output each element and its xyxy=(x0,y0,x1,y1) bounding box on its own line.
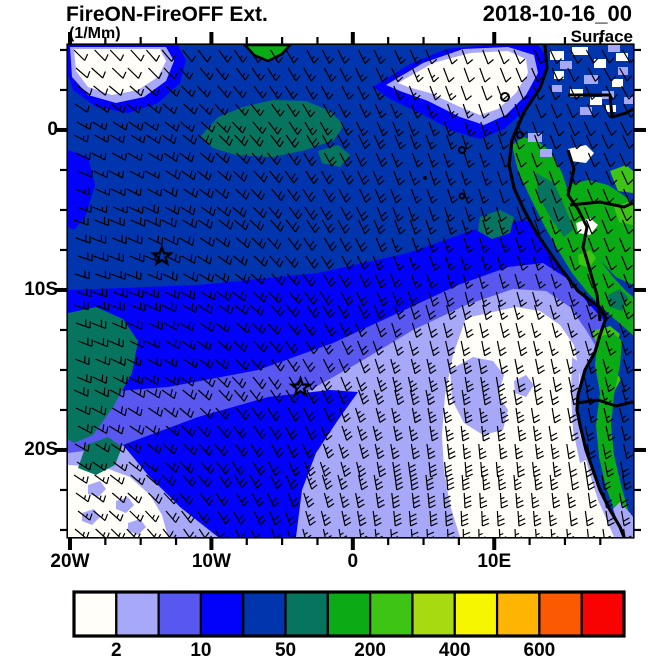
colorbar-tick-label-400: 400 xyxy=(438,640,471,661)
plot-level-label: Surface xyxy=(570,27,633,46)
y-tick-label-10S: 10S xyxy=(24,278,58,300)
region-white-patch-northwest xyxy=(74,49,166,95)
contour-ring xyxy=(458,192,466,200)
speckle-periwinkle xyxy=(584,75,598,84)
region-land-bright-green-spots xyxy=(578,165,633,392)
speckle-periwinkle xyxy=(552,85,562,92)
colorbar-cell-red xyxy=(580,590,626,638)
colorbar-cell-green xyxy=(326,590,372,638)
colorbar-cell-periwinkle xyxy=(115,590,160,638)
y-tick-label-20S: 20S xyxy=(24,438,58,460)
speckle-periwinkle xyxy=(560,61,572,69)
region-periwinkle-speckles-sw xyxy=(82,481,146,535)
region-teal-north-center xyxy=(200,100,350,167)
speckle-white xyxy=(616,53,628,61)
colorbar-cell-orange xyxy=(495,590,541,638)
speckle-periwinkle xyxy=(580,107,592,115)
speckle-periwinkle xyxy=(540,149,552,157)
speckle-white xyxy=(594,59,606,68)
x-tick-label-10W: 10W xyxy=(191,551,231,572)
colorbar-cell-midgreen xyxy=(369,590,414,638)
map-clipped-group xyxy=(68,45,633,537)
coastline xyxy=(507,45,626,537)
colorbar-cell-violet xyxy=(157,590,203,638)
speckle-periwinkle xyxy=(624,97,633,104)
colorbar-tick-label-50: 50 xyxy=(274,640,297,661)
colorbar-frame xyxy=(72,590,626,638)
plot-units-label: (1/Mm) xyxy=(69,25,121,42)
x-tick-label-20W: 20W xyxy=(50,551,90,572)
speckle-white xyxy=(554,71,564,79)
colorbar-cell-yellow xyxy=(453,590,499,638)
speckle-periwinkle xyxy=(618,67,628,75)
colorbar-cell-blue xyxy=(199,590,245,638)
colorbar-tick-label-2: 2 xyxy=(111,640,122,661)
speckle-white xyxy=(570,89,583,97)
region-land-green-angola-band xyxy=(595,333,633,537)
colorbar-cell-orangered xyxy=(538,590,583,638)
plot-title: FireON-FireOFF Ext. xyxy=(66,3,268,26)
colorbar xyxy=(72,590,626,638)
plot-timestamp: 2018-10-16_00 xyxy=(482,1,632,26)
speckle-white xyxy=(612,79,623,87)
contour-dot xyxy=(423,176,427,180)
speckle-white xyxy=(572,47,588,55)
colorbar-tick-label-600: 600 xyxy=(523,640,556,661)
x-tick-label-0: 0 xyxy=(347,551,359,572)
map-canvas xyxy=(55,32,646,550)
speckle-periwinkle xyxy=(608,45,620,52)
star-marker-2 xyxy=(288,375,313,398)
region-blue-left-edge-patch xyxy=(68,150,95,230)
colorbar-tick-label-200: 200 xyxy=(354,640,386,661)
colorbar-cell-teal xyxy=(284,590,329,638)
colorbar-cell-yellowgreen xyxy=(411,590,456,638)
colorbar-tick-label-10: 10 xyxy=(190,640,212,661)
x-tick-label-10E: 10E xyxy=(477,551,512,572)
contour-ring xyxy=(458,146,466,154)
speckle-white xyxy=(550,51,564,60)
country-border-2 xyxy=(569,200,633,209)
speckle-white xyxy=(590,97,602,105)
region-land-white-blob-mid xyxy=(568,145,598,235)
star-marker-1 xyxy=(150,243,174,267)
y-tick-label-0: 0 xyxy=(47,118,58,140)
colorbar-cell-white xyxy=(72,590,118,638)
colorbar-cell-darkblue xyxy=(242,590,287,638)
region-white-band-north-center xyxy=(398,51,528,115)
wind-barbs-overlay xyxy=(73,49,633,537)
region-teal-left-edge xyxy=(68,307,138,475)
